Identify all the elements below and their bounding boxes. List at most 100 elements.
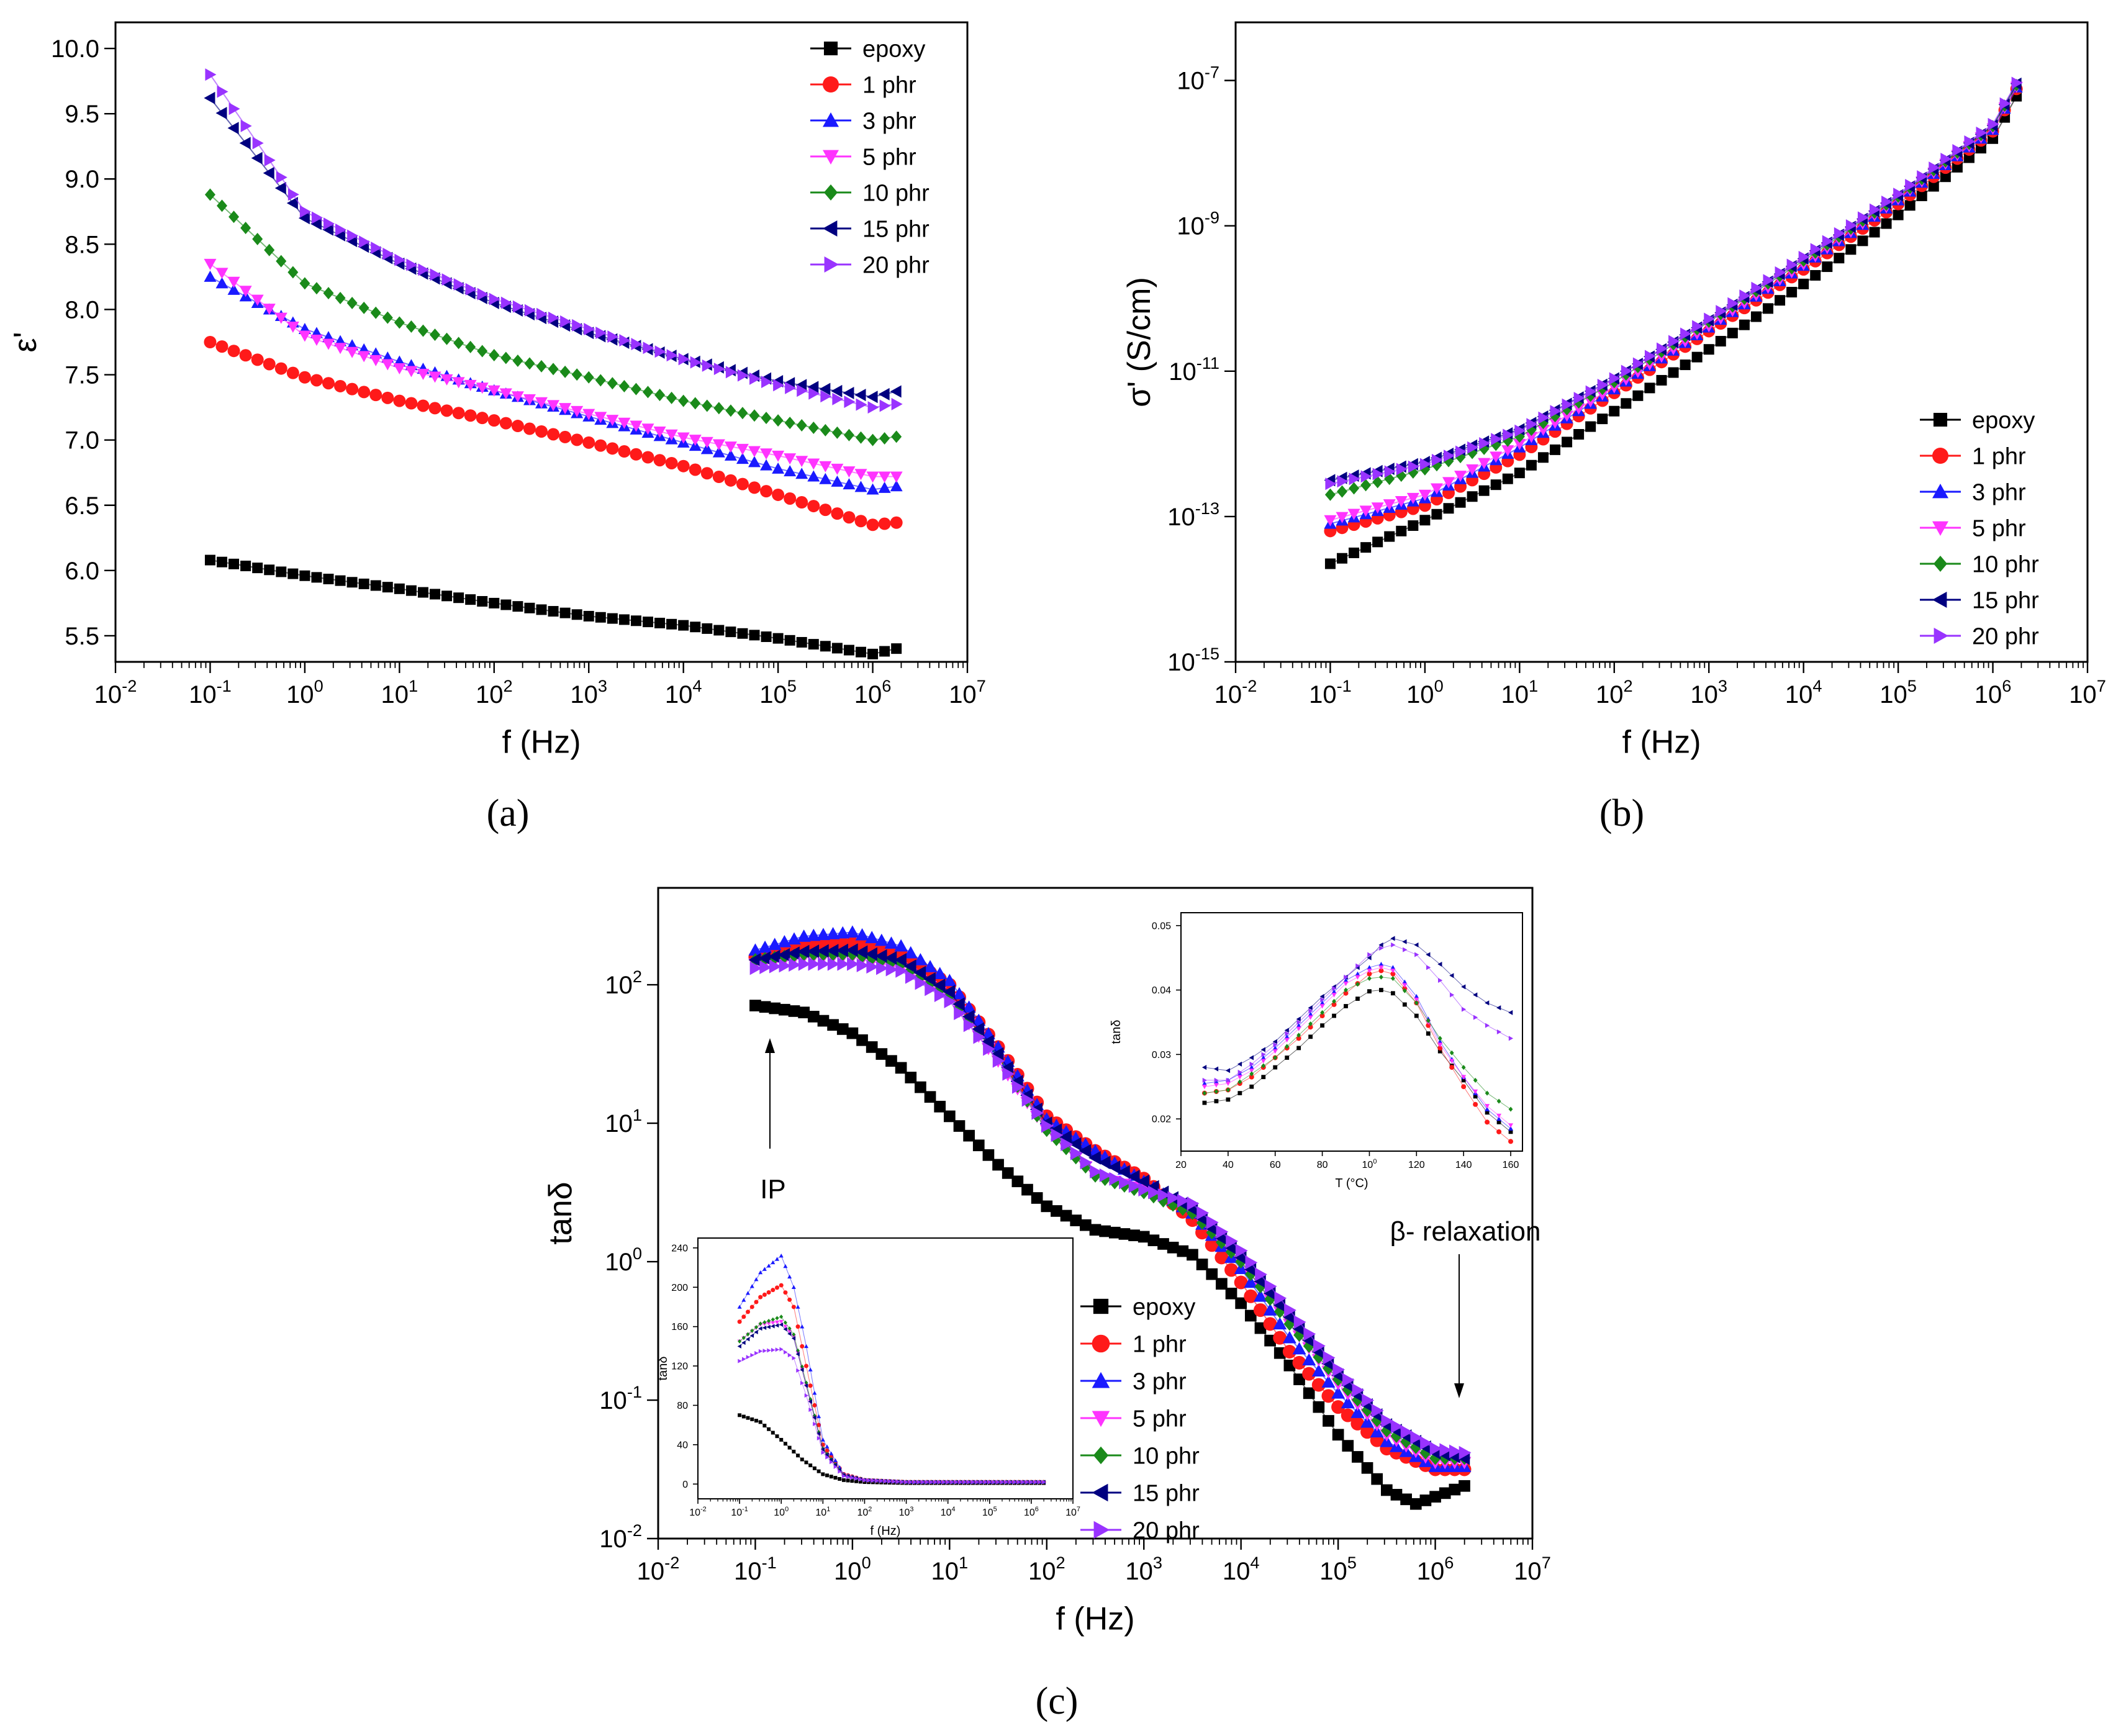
data-point	[1378, 962, 1384, 967]
data-point	[536, 307, 548, 320]
y-tick-label: 10-15	[1167, 644, 1219, 676]
x-tick-label: 101	[1501, 676, 1539, 708]
data-point	[1562, 436, 1573, 448]
data-point	[1213, 1066, 1219, 1072]
data-point	[1378, 965, 1384, 970]
data-point	[358, 578, 369, 589]
data-point	[903, 946, 918, 959]
legend-label: 15 phr	[1133, 1480, 1200, 1506]
legend-marker	[1093, 1446, 1109, 1465]
data-point	[712, 471, 725, 484]
x-tick-label: 20	[1175, 1160, 1187, 1170]
data-point	[1367, 955, 1372, 961]
y-tick-label: 0	[682, 1480, 688, 1490]
caption: (c)	[1036, 1680, 1079, 1722]
data-point	[1391, 1419, 1403, 1434]
data-point	[871, 1478, 875, 1483]
data-point	[1881, 218, 1892, 229]
data-point	[759, 1001, 771, 1013]
data-point	[787, 1326, 792, 1331]
data-point	[813, 1422, 817, 1427]
data-point	[394, 583, 405, 594]
data-point	[643, 341, 654, 355]
data-point	[891, 397, 903, 410]
data-point	[1952, 144, 1964, 156]
data-point	[821, 1450, 825, 1455]
data-point	[1196, 1206, 1210, 1220]
data-point	[1478, 485, 1490, 496]
data-point	[334, 379, 347, 392]
data-point	[1296, 1019, 1301, 1025]
data-point	[240, 561, 251, 571]
x-tick-label: 40	[1223, 1160, 1234, 1170]
data-point	[1331, 993, 1337, 998]
data-point	[1929, 161, 1940, 174]
data-point	[783, 1442, 787, 1446]
data-point	[641, 423, 654, 435]
data-point	[819, 461, 832, 472]
data-point	[465, 340, 476, 353]
data-point	[1313, 1401, 1325, 1413]
x-tick-label: 106	[1974, 676, 2012, 708]
data-point	[1508, 1010, 1513, 1015]
data-point	[1402, 983, 1408, 988]
data-point	[1031, 1106, 1044, 1120]
data-point	[855, 945, 868, 959]
data-point	[1496, 1029, 1502, 1034]
chart-a: 10-2 10-1 100 101 102 103 104 105 106 107 5.5 6.0 6.…	[7, 21, 986, 834]
data-point	[418, 263, 430, 276]
data-point	[1750, 311, 1762, 322]
data-point	[1041, 1119, 1054, 1133]
data-point	[1400, 1493, 1412, 1506]
data-point	[761, 631, 772, 643]
data-point	[818, 957, 830, 971]
data-point	[736, 443, 749, 455]
legend-marker	[1934, 628, 1948, 644]
data-point	[954, 1006, 966, 1021]
data-point	[228, 210, 240, 224]
data-point	[879, 432, 890, 445]
data-point	[894, 939, 908, 952]
data-point	[1916, 190, 1927, 201]
data-point	[816, 1414, 821, 1419]
data-point	[817, 1015, 830, 1027]
data-point	[204, 258, 217, 270]
data-point	[1225, 1287, 1237, 1300]
data-point	[369, 389, 382, 402]
data-point	[523, 422, 536, 435]
data-point	[1201, 1081, 1207, 1086]
data-point	[712, 446, 725, 458]
data-point	[1070, 1146, 1083, 1160]
data-point	[1644, 350, 1656, 363]
y-tick-label: 10-13	[1167, 499, 1219, 531]
data-point	[829, 1460, 834, 1465]
data-point	[766, 1290, 771, 1295]
data-point	[1485, 1106, 1490, 1111]
data-point	[1371, 1403, 1384, 1417]
data-point	[1187, 1196, 1200, 1211]
data-point	[1496, 1119, 1501, 1124]
data-point	[1396, 525, 1407, 536]
data-point	[866, 471, 879, 483]
data-point	[820, 641, 831, 652]
data-point	[1473, 1077, 1478, 1083]
data-point	[754, 1300, 759, 1304]
data-point	[571, 405, 584, 417]
data-point	[1467, 441, 1479, 454]
data-point	[746, 1291, 751, 1295]
data-point	[299, 205, 311, 218]
data-point	[843, 644, 854, 656]
data-point	[700, 436, 713, 448]
data-point	[775, 1323, 779, 1328]
data-point	[758, 1349, 763, 1354]
data-point	[347, 229, 359, 242]
data-point	[905, 970, 918, 984]
data-point	[1390, 991, 1395, 996]
data-point	[1336, 512, 1349, 523]
y-tick-label: 240	[671, 1243, 688, 1254]
data-point	[204, 554, 215, 566]
data-point	[263, 304, 276, 315]
data-point	[807, 1011, 820, 1023]
data-point	[1021, 1480, 1025, 1485]
x-tick-label: 103	[1125, 1553, 1162, 1585]
